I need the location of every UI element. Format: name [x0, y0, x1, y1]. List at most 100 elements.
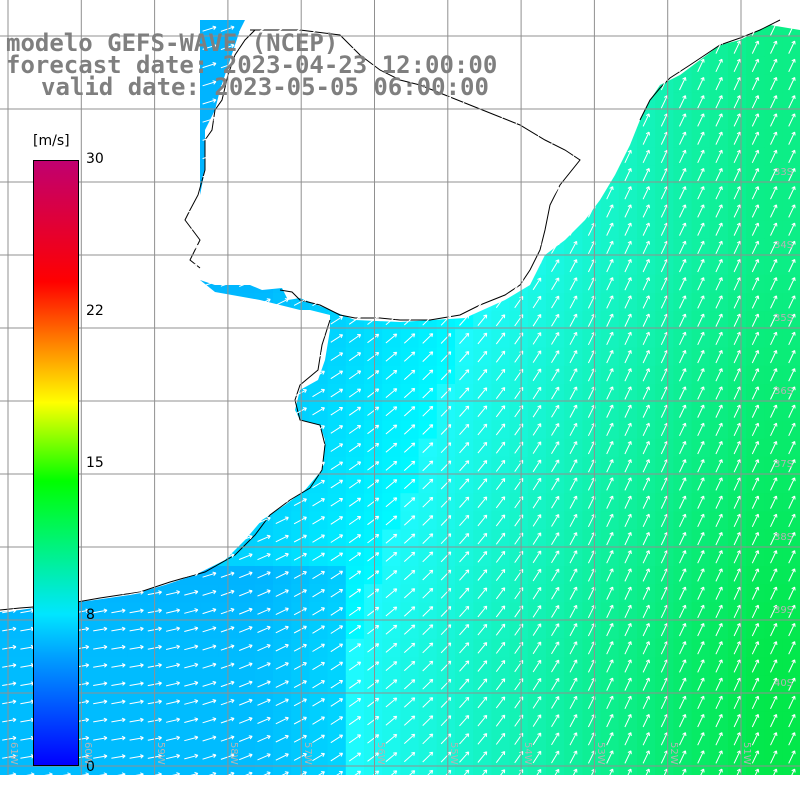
wind-arrow	[422, 660, 434, 672]
wind-arrow	[733, 750, 741, 764]
wind-arrow	[477, 496, 488, 509]
wind-arrow	[697, 677, 705, 691]
wind-arrow	[348, 206, 362, 216]
wind-arrow	[495, 514, 506, 527]
wind-arrow	[257, 134, 271, 142]
wind-arrow	[129, 26, 144, 31]
wind-arrow	[403, 114, 416, 126]
wind-arrow	[679, 113, 687, 127]
wind-arrow	[367, 97, 380, 107]
wind-arrow	[385, 24, 398, 34]
wind-arrow	[770, 258, 778, 273]
wind-arrow	[312, 443, 325, 452]
wind-arrow	[293, 170, 307, 179]
wind-arrow	[129, 208, 144, 213]
wind-arrow	[385, 533, 398, 544]
wind-arrow	[293, 188, 307, 197]
wind-arrow	[275, 43, 289, 51]
wind-arrow	[239, 243, 253, 251]
wind-arrow	[239, 462, 253, 469]
wind-arrow	[532, 659, 542, 673]
wind-arrow	[111, 754, 126, 759]
wind-arrow	[532, 113, 542, 127]
wind-arrow	[257, 735, 271, 743]
wind-arrow	[165, 353, 181, 359]
wind-arrow	[293, 352, 307, 361]
wind-arrow	[385, 479, 398, 489]
wind-arrow	[202, 426, 217, 433]
wind-arrow	[2, 754, 17, 759]
wind-arrow	[330, 498, 344, 507]
wind-arrow	[624, 459, 632, 473]
wind-arrow	[751, 258, 760, 273]
wind-arrow	[293, 480, 307, 488]
wind-arrow	[257, 61, 271, 69]
wind-arrow	[403, 242, 416, 253]
wind-arrow	[385, 588, 398, 599]
wind-arrow	[403, 42, 416, 53]
wind-arrow	[495, 241, 506, 254]
wind-arrow	[129, 553, 144, 559]
wind-arrow	[477, 114, 488, 126]
wind-arrow	[551, 477, 560, 491]
wind-arrow	[312, 97, 325, 106]
wind-arrow	[38, 44, 53, 49]
wind-arrow	[715, 550, 723, 564]
wind-arrow	[111, 117, 126, 122]
wind-arrow	[111, 681, 126, 686]
wind-arrow	[624, 131, 632, 145]
wind-arrow	[697, 586, 705, 600]
wind-arrow	[715, 258, 723, 273]
wind-arrow	[715, 732, 723, 746]
wind-arrow	[38, 80, 53, 86]
wind-arrow	[348, 79, 362, 89]
wind-arrow	[532, 295, 542, 309]
wind-arrow	[624, 167, 632, 182]
wind-arrow	[165, 735, 181, 741]
wind-arrow	[788, 277, 796, 291]
wind-arrow	[202, 626, 217, 633]
wind-arrow	[312, 570, 325, 580]
wind-arrow	[606, 76, 614, 91]
wind-arrow	[606, 40, 614, 54]
wind-arrow	[2, 408, 17, 413]
wind-arrow	[624, 604, 632, 619]
wind-arrow	[312, 261, 325, 270]
wind-arrow	[697, 204, 705, 218]
wind-arrow	[733, 641, 741, 655]
wind-arrow	[569, 677, 578, 691]
wind-arrow	[202, 98, 217, 105]
wind-arrow	[679, 622, 687, 637]
wind-arrow	[569, 277, 578, 291]
wind-arrow	[239, 753, 253, 761]
wind-arrow	[788, 495, 796, 509]
wind-arrow	[569, 295, 578, 309]
wind-arrow	[93, 481, 108, 486]
wind-arrow	[293, 25, 307, 33]
wind-arrow	[385, 297, 398, 307]
wind-arrow	[348, 643, 362, 653]
wind-arrow	[788, 186, 796, 200]
wind-arrow	[257, 443, 271, 451]
wind-arrow	[184, 153, 199, 159]
wind-arrow	[239, 607, 253, 615]
wind-arrow	[257, 389, 271, 397]
wind-arrow	[330, 461, 344, 471]
wind-arrow	[532, 459, 542, 473]
wind-arrow	[367, 716, 380, 726]
wind-arrow	[239, 225, 253, 233]
wind-arrow	[459, 460, 470, 472]
wind-arrow	[111, 572, 126, 577]
wind-arrow	[624, 58, 632, 73]
wind-arrow	[551, 168, 560, 181]
wind-arrow	[275, 716, 289, 725]
wind-arrow	[202, 153, 217, 160]
wind-arrow	[569, 113, 578, 127]
wind-arrow	[312, 388, 325, 398]
wind-arrow	[348, 406, 362, 416]
wind-arrow	[239, 626, 253, 633]
wind-arrow	[733, 131, 741, 145]
wind-arrow	[770, 386, 778, 400]
wind-arrow	[184, 371, 199, 378]
wind-arrow	[679, 513, 687, 528]
